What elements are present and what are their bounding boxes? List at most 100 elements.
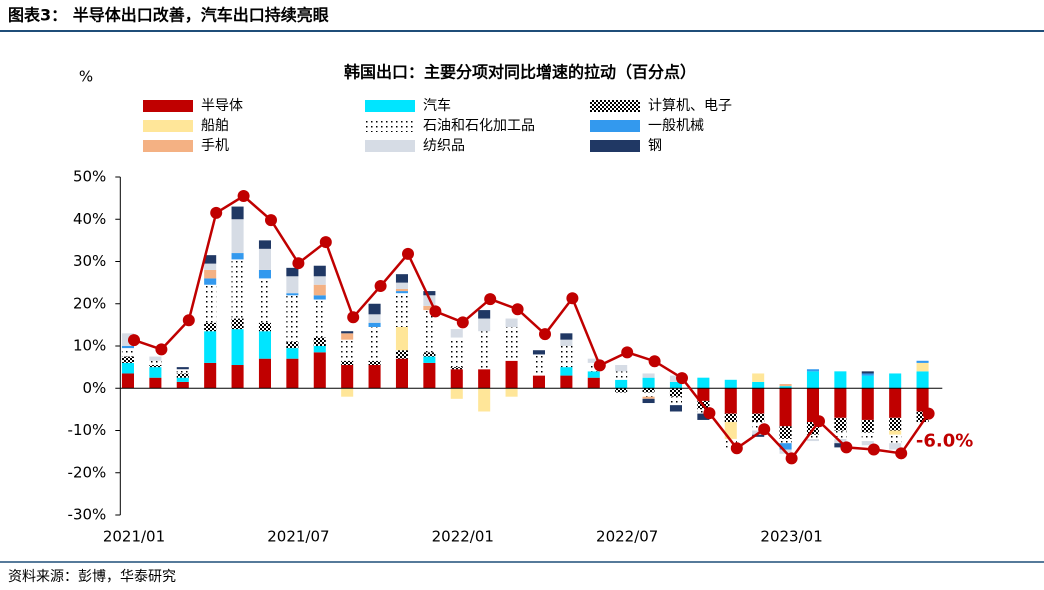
bar-segment <box>258 240 271 249</box>
source: 资料来源：彭博，华泰研究 <box>8 568 176 585</box>
bar-segment <box>861 373 874 376</box>
bar-segment <box>149 365 162 368</box>
legend-swatch <box>590 100 640 112</box>
bar-segment <box>752 422 765 431</box>
total-point <box>155 343 168 356</box>
bar-segment <box>423 291 436 296</box>
bar-segment <box>204 269 217 279</box>
bar-segment <box>368 303 381 315</box>
legend-swatch <box>365 100 415 112</box>
bar-segment <box>258 322 271 332</box>
total-point <box>319 236 332 249</box>
bar-segment <box>231 365 244 389</box>
bar-segment <box>395 350 408 359</box>
bar-segment <box>834 371 847 389</box>
bar-segment <box>313 295 326 300</box>
bar-segment <box>587 371 600 378</box>
legend-swatch <box>590 140 640 152</box>
legend-label: 纺织品 <box>423 138 465 154</box>
total-point <box>456 316 469 329</box>
bar-segment <box>478 369 491 389</box>
total-point <box>895 447 908 460</box>
bar-segment <box>395 282 408 289</box>
bar-segment <box>861 375 874 389</box>
total-point <box>703 407 716 420</box>
bar-segment <box>395 358 408 389</box>
bar-segment <box>176 373 189 378</box>
bar-segment <box>313 352 326 389</box>
bar-segment <box>286 348 299 359</box>
y-tick-label: 30% <box>73 252 106 270</box>
bar-segment <box>313 346 326 353</box>
bar-segment <box>231 329 244 366</box>
bar-segment <box>121 373 134 389</box>
legend-swatch <box>365 120 415 132</box>
total-point <box>840 441 853 454</box>
bar-segment <box>286 341 299 349</box>
bar-segment <box>121 346 134 349</box>
bar-segment <box>341 365 354 389</box>
total-point <box>128 334 140 347</box>
bar-segment <box>423 362 436 389</box>
bar-segment <box>450 329 463 338</box>
y-tick-label: 40% <box>73 210 106 228</box>
bar-segment <box>697 377 710 389</box>
bar-segment <box>615 388 628 393</box>
bar-segment <box>313 265 326 277</box>
bar-segment <box>423 352 436 357</box>
bar-segment <box>916 388 929 412</box>
bar-segment <box>560 346 573 368</box>
bar-segment <box>669 388 682 397</box>
legend-swatch <box>143 100 193 112</box>
bar-segment <box>423 305 436 311</box>
bar-segment <box>889 417 902 431</box>
bar-segment <box>752 434 765 437</box>
bar-segment <box>313 299 326 338</box>
total-point <box>867 443 880 456</box>
bar-segment <box>258 248 271 270</box>
total-point <box>676 372 688 385</box>
bar-segment <box>615 371 628 380</box>
bar-segment <box>752 413 765 423</box>
bar-segment <box>889 373 902 389</box>
bar-segment <box>176 369 189 374</box>
bar-segment <box>916 362 929 372</box>
total-point <box>539 328 551 341</box>
bar-segment <box>231 219 244 254</box>
bar-segment <box>395 291 408 294</box>
bar-segment <box>834 417 847 431</box>
bar-segment <box>642 398 655 404</box>
bar-segment <box>779 438 792 444</box>
bar-segment <box>450 367 463 370</box>
bar-segment <box>889 434 902 444</box>
bar-segment <box>423 356 436 363</box>
bar-segment <box>204 255 217 264</box>
bar-segment <box>204 278 217 285</box>
total-point <box>922 407 935 420</box>
bar-segment <box>478 318 491 332</box>
bar-segment <box>286 295 299 342</box>
y-tick-label: -20% <box>68 463 107 481</box>
bar-segment <box>286 293 299 296</box>
header: 图表3： 半导体出口改善，汽车出口持续亮眼 <box>8 6 329 25</box>
bar-segment <box>560 375 573 389</box>
bar-segment <box>368 322 381 327</box>
bar-segment <box>806 369 819 372</box>
total-point <box>785 452 798 465</box>
bar-segment <box>532 375 545 389</box>
total-point <box>730 442 743 455</box>
total-point <box>511 303 524 316</box>
total-point <box>347 311 360 324</box>
legend-label: 船舶 <box>201 118 229 134</box>
bar-segment <box>286 267 299 277</box>
total-point <box>429 305 442 318</box>
total-point <box>621 346 634 359</box>
bar-segment <box>587 358 600 363</box>
y-unit: % <box>79 68 93 86</box>
end-label: -6.0% <box>916 431 973 452</box>
bar-segment <box>779 384 792 387</box>
bar-segment <box>395 288 408 292</box>
bar-segment <box>341 388 354 397</box>
bar-segment <box>258 269 271 279</box>
legend-swatch <box>590 120 640 132</box>
